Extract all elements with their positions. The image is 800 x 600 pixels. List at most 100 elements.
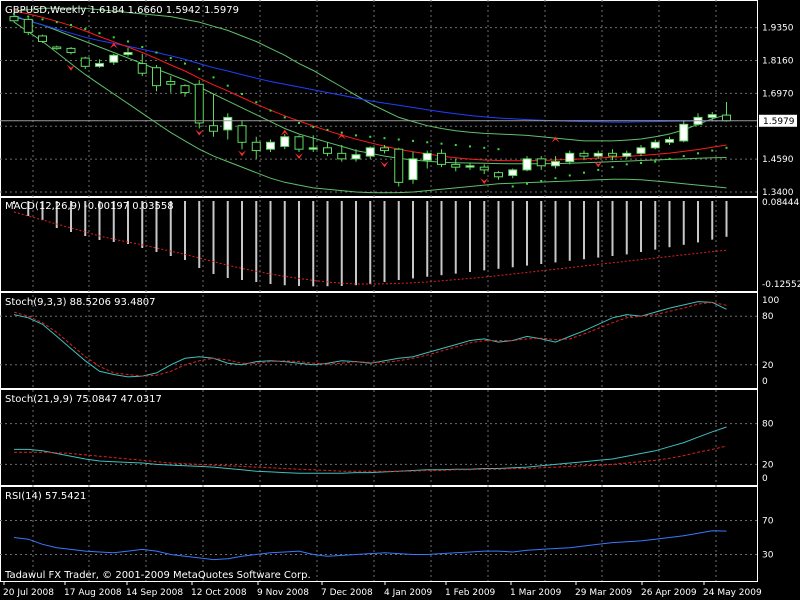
candle-body-down: [66, 47, 76, 54]
x-tick-label: 29 Mar 2009: [575, 588, 632, 598]
sar-dot: [625, 163, 628, 166]
candle[interactable]: [636, 145, 646, 157]
candle[interactable]: [109, 53, 119, 65]
candle[interactable]: [451, 158, 461, 172]
candle[interactable]: [622, 150, 632, 159]
candle[interactable]: [551, 156, 560, 169]
candle[interactable]: [251, 136, 261, 159]
candle-body-down: [323, 147, 332, 154]
candle[interactable]: [508, 168, 518, 179]
candle[interactable]: [80, 56, 90, 70]
candle-body-up: [636, 147, 646, 154]
candle[interactable]: [38, 34, 47, 43]
sar-dot: [141, 46, 144, 48]
candle[interactable]: [23, 18, 33, 36]
candle[interactable]: [479, 164, 489, 175]
stoch-21-panel[interactable]: [14, 426, 727, 474]
candles[interactable]: [9, 15, 731, 187]
ma-red-line: [13, 10, 727, 162]
candle[interactable]: [650, 139, 660, 150]
rsi-panel[interactable]: [13, 530, 727, 561]
band-upper-line: [13, 7, 727, 142]
candle-body-down: [194, 83, 204, 124]
candle[interactable]: [95, 59, 104, 68]
candle-body-up: [551, 161, 560, 167]
candle[interactable]: [608, 149, 617, 161]
candle[interactable]: [494, 171, 503, 180]
candle-body-up: [351, 154, 361, 160]
ma-blue-line: [13, 14, 727, 123]
sar-dot: [283, 116, 286, 119]
candle[interactable]: [9, 15, 19, 23]
candle-body-up: [308, 147, 318, 150]
candle[interactable]: [579, 150, 589, 161]
sar-dot: [682, 155, 685, 158]
price-tick-label: 1.6970: [762, 89, 794, 99]
stoch-21-title: Stoch(21,9,9) 75.0847 47.0317: [5, 394, 162, 405]
candle[interactable]: [536, 156, 546, 170]
candle[interactable]: [223, 113, 233, 140]
candle-body-up: [95, 63, 104, 67]
stoch-21-main-line: [14, 426, 727, 474]
candle[interactable]: [308, 135, 318, 152]
sar-dot: [255, 101, 258, 104]
sar-dot: [70, 23, 72, 26]
candle[interactable]: [180, 84, 190, 97]
candle[interactable]: [337, 145, 347, 162]
panel-frame: [0, 0, 758, 197]
candle[interactable]: [123, 47, 133, 57]
candle[interactable]: [465, 163, 475, 170]
candle-body-down: [479, 166, 489, 171]
candle-body-up: [280, 136, 290, 147]
sar-dot: [184, 62, 186, 65]
sar-dot: [369, 135, 372, 138]
price-tick-label: 1.9350: [762, 24, 794, 34]
candle[interactable]: [565, 150, 575, 165]
candle[interactable]: [323, 142, 332, 157]
candle[interactable]: [66, 47, 76, 55]
candle[interactable]: [52, 45, 62, 50]
candle[interactable]: [351, 149, 361, 162]
candle[interactable]: [522, 156, 532, 172]
candle[interactable]: [722, 101, 731, 122]
price-panel[interactable]: [9, 7, 731, 194]
sar-dot: [13, 12, 15, 15]
candle[interactable]: [365, 146, 375, 159]
candle[interactable]: [707, 111, 717, 122]
candle[interactable]: [665, 136, 674, 146]
candle[interactable]: [408, 151, 418, 184]
candle[interactable]: [209, 93, 218, 137]
candle[interactable]: [294, 135, 304, 152]
candle[interactable]: [280, 134, 290, 150]
candle-body-up: [109, 54, 119, 63]
rsi-tick-label: 70: [762, 517, 774, 527]
macd-panel[interactable]: [13, 201, 728, 287]
rsi-tick-label: 30: [762, 551, 774, 561]
candle[interactable]: [380, 145, 389, 154]
candle[interactable]: [437, 149, 446, 168]
candle[interactable]: [137, 53, 147, 76]
sar-dot: [583, 171, 585, 174]
candle[interactable]: [237, 120, 247, 150]
stoch-9-tick-label: 100: [762, 296, 779, 306]
candle-body-down: [722, 114, 731, 122]
sar-dot: [540, 179, 543, 182]
candle[interactable]: [422, 150, 432, 169]
panel-frame: [0, 292, 758, 389]
rsi-title: RSI(14) 57.5421: [5, 491, 86, 502]
candle[interactable]: [166, 76, 176, 93]
fractal-down-arrow: [480, 177, 489, 184]
candle-body-up: [622, 152, 632, 157]
candle[interactable]: [693, 113, 703, 126]
candle[interactable]: [679, 120, 689, 143]
fractals: [67, 42, 603, 184]
stoch-9-panel[interactable]: [13, 301, 727, 378]
candle[interactable]: [152, 64, 161, 92]
candle[interactable]: [394, 147, 404, 187]
candle[interactable]: [266, 139, 275, 152]
candle[interactable]: [593, 150, 603, 159]
fractal-up-arrow: [551, 136, 560, 143]
